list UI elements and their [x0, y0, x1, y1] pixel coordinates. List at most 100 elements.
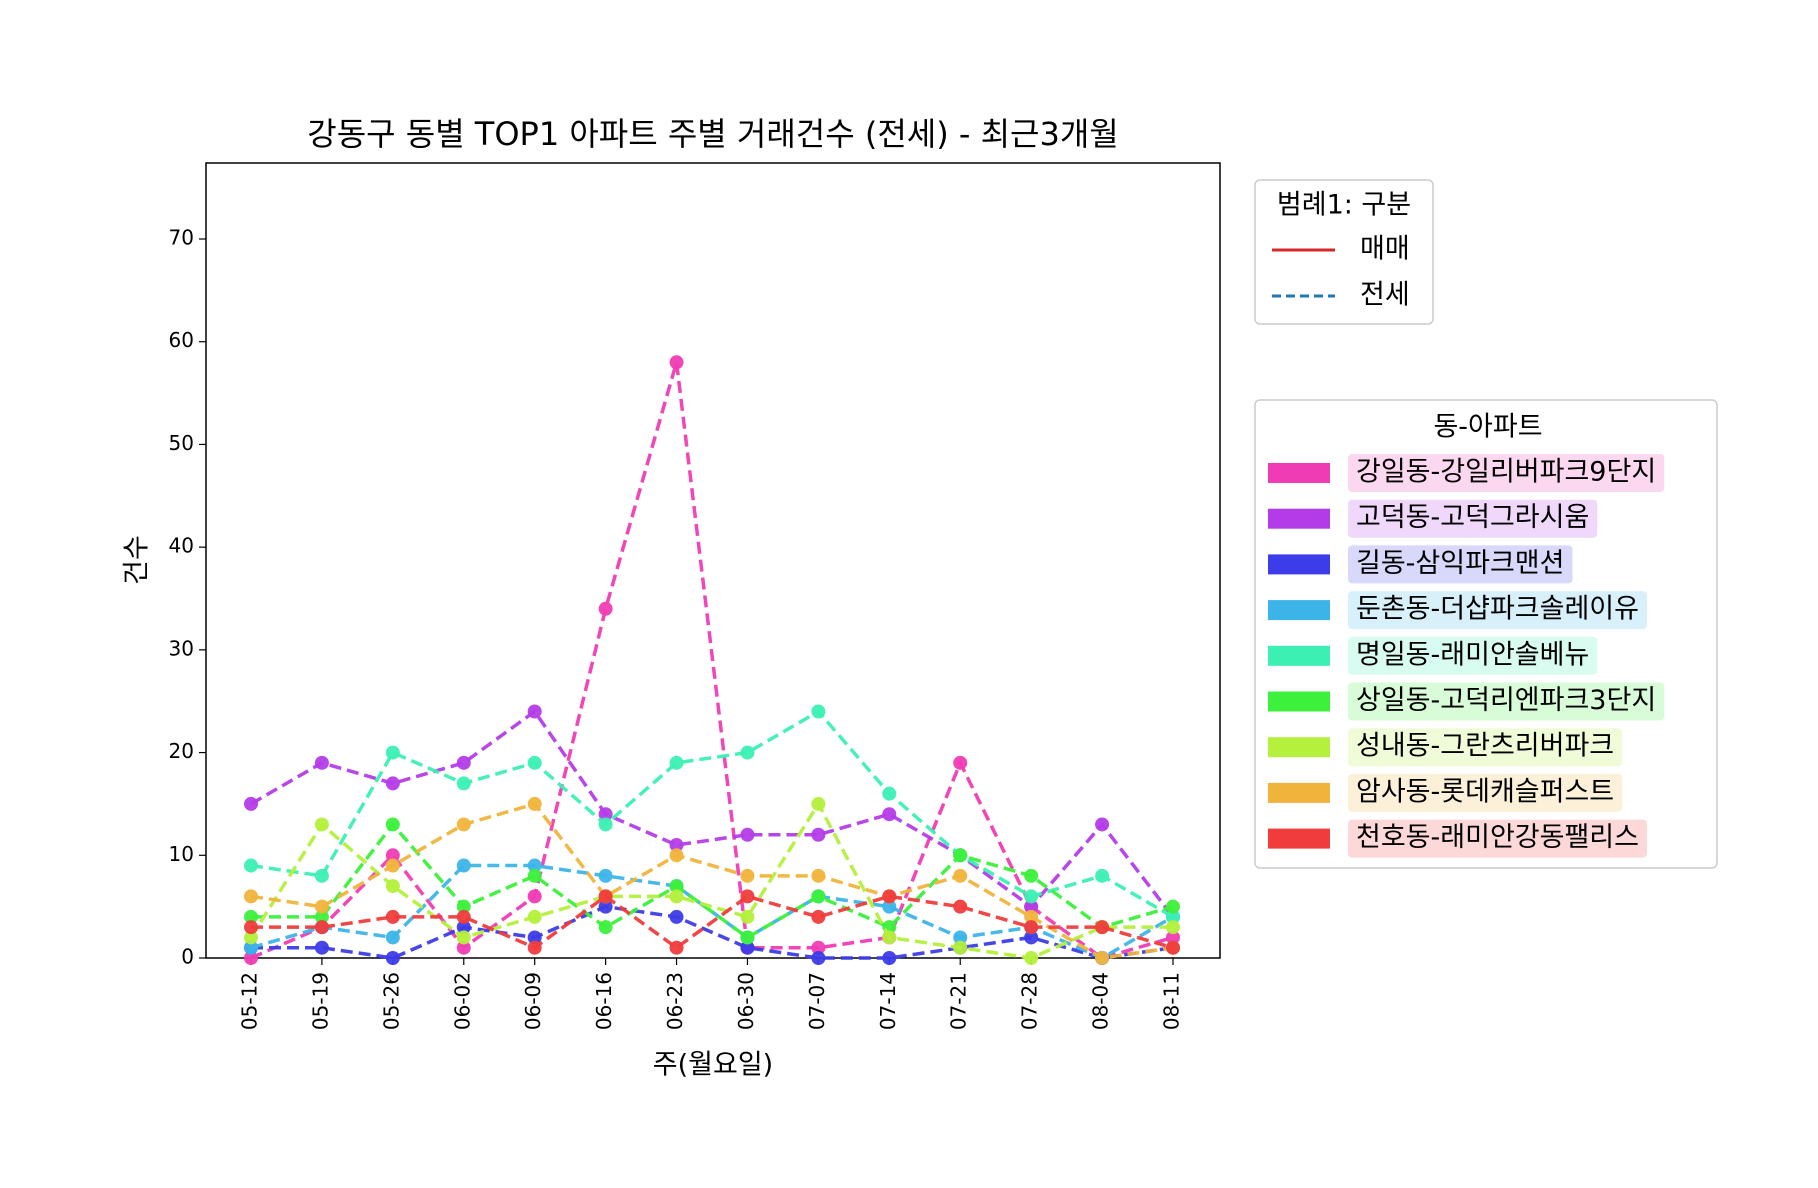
data-point: [1166, 940, 1180, 955]
x-tick-label: 06-09: [521, 972, 545, 1030]
legend-swatch: [1268, 782, 1330, 803]
data-point: [811, 909, 826, 924]
data-point: [314, 920, 329, 935]
data-point: [456, 776, 471, 791]
x-axis-label: 주(월요일): [653, 1050, 773, 1081]
data-point: [882, 951, 897, 965]
data-point: [385, 776, 400, 791]
legend-swatch: [1268, 554, 1330, 575]
x-tick-label: 07-07: [805, 972, 829, 1030]
legend-label-bg: [1348, 728, 1623, 767]
x-tick-label: 05-12: [238, 972, 262, 1030]
x-tick-label: 07-21: [947, 972, 971, 1030]
data-point: [385, 745, 400, 760]
data-point: [669, 909, 684, 924]
data-point: [1024, 899, 1039, 914]
data-point: [882, 807, 897, 822]
data-point: [1166, 909, 1180, 924]
data-point: [527, 940, 542, 955]
legend-label-bg: [1348, 499, 1598, 538]
data-point: [456, 755, 471, 770]
data-point: [740, 930, 755, 945]
data-point: [314, 755, 329, 770]
legend-swatch: [1268, 463, 1330, 483]
legend-label: 상일동-고덕리엔파크3단지: [1356, 685, 1656, 716]
data-point: [527, 858, 542, 873]
data-point: [527, 704, 542, 719]
data-point: [456, 899, 471, 914]
legend-label: 길동-삼익파크맨션: [1356, 548, 1564, 579]
data-point: [953, 868, 968, 883]
data-point: [314, 899, 329, 914]
data-point: [811, 951, 826, 965]
data-point: [456, 940, 471, 955]
data-point: [598, 817, 613, 832]
data-point: [1166, 930, 1180, 945]
x-tick-label: 07-28: [1018, 972, 1042, 1030]
x-tick-label: 07-14: [876, 972, 900, 1030]
data-point: [527, 930, 542, 945]
data-point: [527, 909, 542, 924]
data-point: [244, 930, 258, 945]
data-point: [953, 899, 968, 914]
legend-label: 성내동-그란츠리버파크: [1356, 731, 1614, 762]
data-point: [811, 940, 826, 955]
series-line: [251, 904, 1174, 960]
data-point: [598, 889, 613, 904]
data-point: [1024, 930, 1039, 945]
data-point: [740, 745, 755, 760]
y-tick-label: 40: [169, 534, 194, 558]
data-point: [1024, 868, 1039, 883]
data-point: [314, 940, 329, 955]
data-point: [456, 858, 471, 873]
legend-title: 동-아파트: [1433, 412, 1542, 443]
data-point: [740, 909, 755, 924]
plot-area: [205, 162, 1221, 959]
data-point: [244, 858, 258, 873]
y-axis-label: 건수: [122, 535, 153, 585]
data-point: [598, 920, 613, 935]
series-line: [250, 709, 1174, 919]
data-point: [811, 827, 826, 842]
legend-label-bg: [1348, 591, 1647, 630]
x-tick-label: 05-19: [308, 972, 332, 1030]
y-tick-label: 30: [169, 636, 194, 660]
data-point: [669, 838, 684, 853]
data-point: [953, 848, 968, 863]
legend-swatch: [1268, 600, 1330, 621]
series-line: [249, 800, 1173, 960]
data-point: [314, 868, 329, 883]
y-tick-label: 70: [169, 226, 194, 250]
data-point: [669, 755, 684, 770]
data-point: [527, 796, 542, 811]
legend-label-bg: [1348, 545, 1573, 584]
data-point: [244, 909, 258, 924]
data-point: [527, 755, 542, 770]
data-point: [1024, 951, 1039, 965]
data-point: [1166, 920, 1180, 935]
data-point: [385, 858, 400, 873]
legend-label-bg: [1348, 682, 1665, 721]
data-point: [385, 909, 400, 924]
legend-box: [1254, 399, 1718, 869]
data-point: [669, 355, 684, 370]
data-point: [669, 889, 684, 904]
data-point: [882, 786, 897, 801]
data-point: [385, 817, 400, 832]
data-point: [456, 930, 471, 945]
data-point: [740, 889, 755, 904]
data-point: [882, 899, 897, 914]
legend-label: 암사동-롯데캐슬퍼스트: [1356, 776, 1614, 807]
series-line: [250, 801, 1174, 960]
x-tick-label: 05-26: [379, 972, 403, 1030]
data-point: [953, 755, 968, 770]
x-tick-label: 06-02: [450, 972, 474, 1030]
data-point: [811, 704, 826, 719]
legend-swatch: [1268, 691, 1330, 712]
legend-swatch: [1268, 508, 1330, 529]
x-tick-label: 06-30: [734, 972, 758, 1030]
data-point: [385, 930, 400, 945]
legend-swatch: [1268, 645, 1330, 666]
data-point: [456, 909, 471, 924]
